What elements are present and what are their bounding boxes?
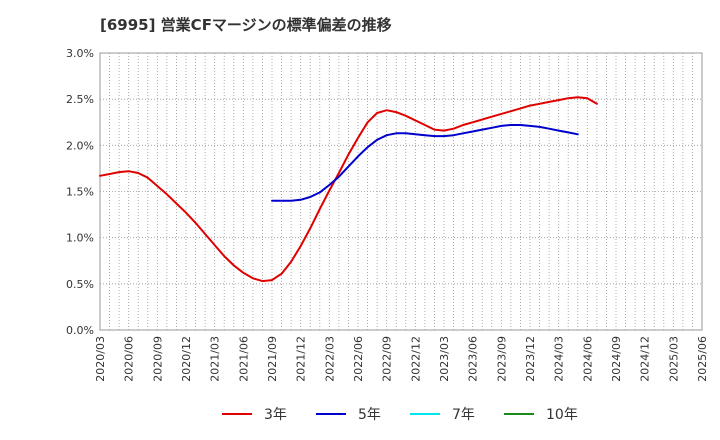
x-tick-label: 2022/12: [409, 336, 422, 382]
x-tick-label: 2024/12: [639, 336, 652, 382]
y-tick-label: 1.0%: [66, 232, 94, 245]
x-tick-label: 2021/06: [237, 336, 250, 382]
legend: 3年 5年 7年 10年: [222, 407, 578, 423]
x-tick-label: 2025/06: [696, 336, 709, 382]
x-tick-label: 2022/03: [323, 336, 336, 382]
series-line-3年: [99, 96, 598, 283]
legend-label: 7年: [452, 407, 475, 423]
legend-label: 10年: [546, 407, 578, 423]
y-tick-label: 2.0%: [66, 139, 94, 152]
x-tick-label: 2023/12: [524, 336, 537, 382]
x-tick-label: 2024/03: [553, 336, 566, 382]
x-tick-label: 2023/06: [467, 336, 480, 382]
legend-label: 3年: [264, 407, 287, 423]
y-axis-labels: 0.0% 0.5% 1.0% 1.5% 2.0% 2.5% 3.0%: [66, 47, 94, 337]
series-lines: [99, 96, 598, 283]
legend-label: 5年: [358, 407, 381, 423]
y-tick-label: 0.5%: [66, 278, 94, 291]
x-tick-label: 2024/09: [610, 336, 623, 382]
x-tick-label: 2020/09: [151, 336, 164, 382]
series-line-5年: [271, 124, 579, 202]
y-tick-label: 0.0%: [66, 324, 94, 337]
x-axis-labels: 2020/03 2020/06 2020/09 2020/12 2021/03 2021/…: [94, 336, 709, 382]
x-tick-label: 2020/03: [94, 336, 107, 382]
x-tick-label: 2023/03: [438, 336, 451, 382]
x-tick-label: 2024/06: [581, 336, 594, 382]
x-tick-label: 2022/09: [381, 336, 394, 382]
y-tick-label: 3.0%: [66, 47, 94, 60]
x-tick-label: 2021/12: [295, 336, 308, 382]
x-tick-label: 2023/09: [495, 336, 508, 382]
x-tick-label: 2025/03: [667, 336, 680, 382]
x-tick-label: 2022/06: [352, 336, 365, 382]
y-tick-label: 1.5%: [66, 186, 94, 199]
horizontal-gridlines: [100, 98, 702, 285]
x-tick-label: 2020/06: [123, 336, 136, 382]
x-tick-label: 2020/12: [180, 336, 193, 382]
y-tick-label: 2.5%: [66, 93, 94, 106]
x-tick-label: 2021/03: [209, 336, 222, 382]
chart-title: [6995] 営業CFマージンの標準偏差の推移: [100, 16, 392, 34]
x-tick-label: 2021/09: [266, 336, 279, 382]
